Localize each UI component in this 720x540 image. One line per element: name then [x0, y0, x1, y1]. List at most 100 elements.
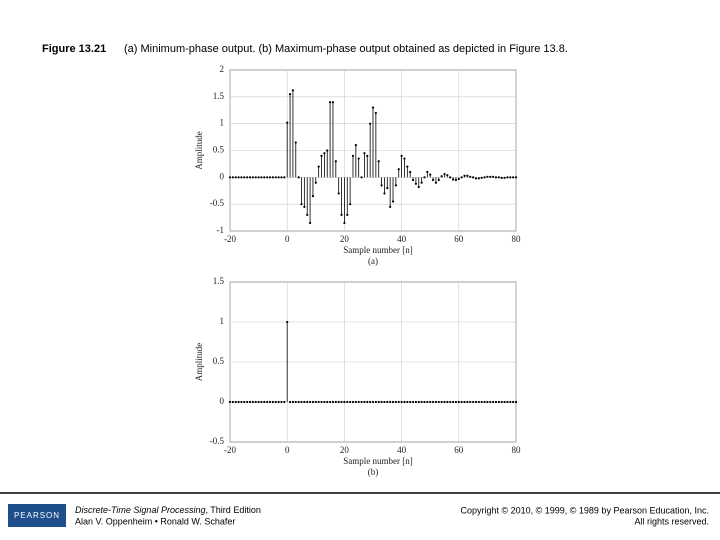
stem — [311, 177, 315, 198]
stem-dot — [443, 400, 446, 404]
stem-dot — [492, 400, 495, 404]
stem — [512, 400, 515, 404]
stem — [440, 400, 443, 404]
stem — [512, 176, 515, 179]
stem — [417, 177, 420, 189]
stem-dot — [369, 400, 372, 404]
stem-dot — [323, 400, 326, 404]
stem-dot — [288, 400, 292, 404]
y-tick-label: 1 — [220, 118, 225, 128]
stem-dot — [297, 176, 300, 179]
stem — [331, 101, 335, 178]
x-tick-label: 80 — [512, 445, 522, 455]
stem-dot — [411, 178, 415, 182]
stem-dot — [414, 400, 417, 404]
stem-dot — [286, 320, 289, 324]
stem-dot — [454, 400, 458, 404]
stem — [460, 400, 463, 404]
stem — [443, 400, 446, 404]
stem — [469, 400, 472, 404]
stem — [434, 177, 438, 184]
stem-dot — [326, 149, 329, 152]
stem-dot — [343, 221, 346, 225]
stem-dot — [234, 176, 237, 179]
stem-dot — [474, 177, 478, 180]
stem — [426, 400, 429, 404]
stem — [363, 152, 366, 178]
stem — [494, 176, 498, 179]
stem-dot — [440, 175, 443, 178]
stem — [268, 400, 272, 404]
stem — [494, 400, 498, 404]
stem-dot — [514, 176, 518, 179]
stem — [400, 154, 403, 178]
stem — [337, 177, 340, 195]
stem — [369, 400, 372, 404]
stem-dot — [509, 176, 512, 179]
stem — [431, 177, 435, 182]
stem — [323, 152, 326, 178]
stem-dot — [417, 400, 420, 404]
stem-dot — [366, 154, 369, 157]
stem — [506, 176, 509, 179]
stem — [274, 176, 277, 179]
stem-dot — [483, 400, 486, 404]
stem-dot — [431, 400, 435, 404]
stem — [323, 400, 326, 404]
stem — [246, 400, 249, 404]
stem-dot — [480, 176, 483, 179]
stem — [397, 400, 400, 404]
stem-dot — [320, 400, 323, 404]
stem — [280, 176, 283, 179]
stem — [466, 174, 469, 178]
stem-dot — [386, 186, 389, 190]
stem — [360, 400, 363, 404]
stem-dot — [394, 184, 397, 187]
stem — [411, 177, 415, 182]
stem — [366, 154, 369, 178]
stem — [326, 149, 329, 178]
stem-dot — [337, 400, 340, 404]
y-axis-label: Amplitude — [194, 131, 204, 170]
stem-dot — [260, 400, 263, 404]
stem-dot — [437, 400, 440, 404]
stem-dot — [349, 203, 352, 206]
stem-dot — [280, 400, 283, 404]
stem-dot — [363, 400, 366, 404]
stem — [449, 176, 452, 179]
stem — [463, 400, 466, 404]
stem-dot — [512, 176, 515, 179]
stem-dot — [469, 175, 472, 178]
stem — [329, 400, 332, 404]
stem — [509, 400, 512, 404]
stem — [429, 400, 432, 404]
stem — [237, 400, 240, 404]
stem — [417, 400, 420, 404]
stem — [243, 176, 246, 179]
stem — [503, 400, 506, 404]
stem — [334, 160, 337, 178]
stem-dot — [514, 400, 518, 404]
stem — [308, 177, 312, 225]
stem-dot — [466, 400, 469, 404]
stem-dot — [228, 176, 232, 179]
stem — [486, 175, 489, 178]
book: Discrete-Time Signal Processing, Third E… — [75, 505, 261, 515]
stem-dot — [486, 400, 489, 404]
stem — [411, 400, 415, 404]
stem — [463, 174, 466, 178]
stem — [288, 400, 292, 404]
stem — [492, 400, 495, 404]
stem — [317, 400, 320, 404]
stem-dot — [483, 176, 486, 179]
stem-dot — [297, 400, 300, 404]
stem — [274, 400, 277, 404]
stem-dot — [291, 89, 295, 92]
stem-dot — [434, 400, 438, 404]
stem-dot — [429, 400, 432, 404]
stem — [329, 101, 332, 178]
y-tick-label: -0.5 — [210, 436, 225, 446]
stem-dot — [326, 400, 329, 404]
stem — [480, 400, 483, 404]
stem — [403, 157, 406, 178]
